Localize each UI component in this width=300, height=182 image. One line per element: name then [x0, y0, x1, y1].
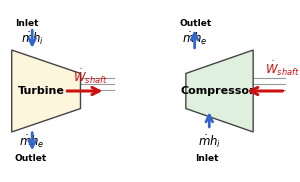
Text: Compressor: Compressor	[181, 86, 255, 96]
Text: $\dot{m}h_e$: $\dot{m}h_e$	[20, 133, 45, 150]
Text: $\dot{m}h_e$: $\dot{m}h_e$	[182, 31, 207, 47]
Text: Inlet: Inlet	[195, 154, 218, 163]
Text: Outlet: Outlet	[180, 19, 212, 28]
Text: $\dot{m}h_i$: $\dot{m}h_i$	[21, 31, 44, 47]
Text: Inlet: Inlet	[15, 19, 38, 28]
Text: $\dot{W}_{shaft}$: $\dot{W}_{shaft}$	[265, 60, 299, 78]
Text: Outlet: Outlet	[15, 154, 47, 163]
Text: $\dot{m}h_i$: $\dot{m}h_i$	[198, 133, 221, 150]
Text: $\dot{W}_{shaft}$: $\dot{W}_{shaft}$	[73, 67, 108, 86]
Polygon shape	[12, 50, 80, 132]
Polygon shape	[186, 50, 253, 132]
Text: Turbine: Turbine	[17, 86, 64, 96]
